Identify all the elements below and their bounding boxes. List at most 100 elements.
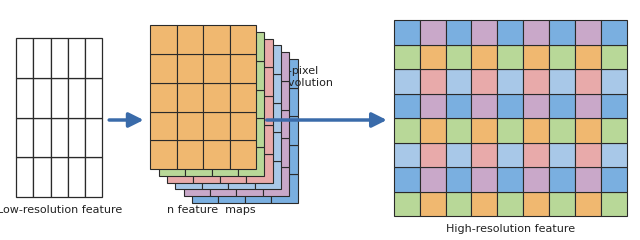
Bar bbox=[394, 69, 420, 94]
Bar bbox=[420, 192, 445, 216]
Bar bbox=[175, 74, 202, 103]
Bar bbox=[244, 116, 271, 145]
Bar bbox=[575, 143, 601, 167]
Bar bbox=[16, 118, 33, 157]
Bar bbox=[255, 161, 281, 189]
Bar bbox=[445, 20, 472, 45]
Bar bbox=[177, 25, 204, 54]
Bar bbox=[159, 147, 185, 176]
Bar bbox=[472, 118, 497, 143]
Bar bbox=[524, 45, 549, 69]
Bar bbox=[228, 161, 255, 189]
Bar bbox=[230, 54, 256, 83]
Bar bbox=[238, 147, 264, 176]
Bar bbox=[472, 143, 497, 167]
Bar bbox=[271, 88, 298, 116]
Bar bbox=[601, 69, 627, 94]
Bar bbox=[497, 118, 524, 143]
Bar bbox=[524, 167, 549, 192]
Bar bbox=[237, 81, 263, 110]
Bar bbox=[51, 118, 68, 157]
Bar bbox=[601, 20, 627, 45]
Bar bbox=[497, 167, 524, 192]
Bar bbox=[167, 154, 193, 183]
Bar bbox=[238, 90, 264, 118]
Bar bbox=[255, 74, 281, 103]
Bar bbox=[575, 69, 601, 94]
Bar bbox=[192, 145, 218, 174]
Bar bbox=[184, 110, 210, 138]
Bar bbox=[420, 20, 445, 45]
Bar bbox=[202, 74, 228, 103]
Bar bbox=[204, 140, 230, 169]
Bar bbox=[175, 161, 202, 189]
Bar bbox=[167, 125, 193, 154]
Bar bbox=[51, 78, 68, 118]
Bar bbox=[33, 157, 51, 197]
Bar bbox=[177, 83, 204, 112]
Bar bbox=[238, 32, 264, 61]
Bar bbox=[177, 140, 204, 169]
Bar bbox=[549, 69, 575, 94]
Bar bbox=[237, 52, 263, 81]
Bar bbox=[185, 32, 211, 61]
Bar bbox=[211, 32, 238, 61]
Bar bbox=[238, 61, 264, 90]
Bar bbox=[210, 138, 237, 167]
Bar bbox=[51, 157, 68, 197]
Bar bbox=[202, 45, 228, 74]
Bar bbox=[255, 45, 281, 74]
Bar bbox=[220, 154, 246, 183]
Bar bbox=[497, 69, 524, 94]
Bar bbox=[228, 132, 255, 161]
Bar bbox=[159, 61, 185, 90]
Bar bbox=[228, 103, 255, 132]
Bar bbox=[575, 167, 601, 192]
Bar bbox=[230, 140, 256, 169]
Bar bbox=[472, 192, 497, 216]
Bar bbox=[218, 116, 244, 145]
Bar bbox=[193, 125, 220, 154]
Bar bbox=[85, 157, 102, 197]
Bar bbox=[51, 38, 68, 78]
Bar bbox=[420, 45, 445, 69]
Bar bbox=[185, 118, 211, 147]
Bar bbox=[524, 118, 549, 143]
Bar bbox=[220, 125, 246, 154]
Bar bbox=[150, 25, 177, 54]
Bar bbox=[167, 39, 193, 67]
Bar bbox=[210, 81, 237, 110]
Bar bbox=[549, 94, 575, 118]
Bar bbox=[575, 20, 601, 45]
Bar bbox=[601, 143, 627, 167]
Bar bbox=[549, 143, 575, 167]
Bar bbox=[420, 118, 445, 143]
Bar bbox=[33, 38, 51, 78]
Bar bbox=[394, 118, 420, 143]
Bar bbox=[237, 110, 263, 138]
Bar bbox=[185, 147, 211, 176]
Bar bbox=[228, 74, 255, 103]
Bar bbox=[263, 81, 289, 110]
Bar bbox=[33, 78, 51, 118]
Bar bbox=[192, 59, 218, 88]
Bar bbox=[193, 67, 220, 96]
Bar bbox=[230, 83, 256, 112]
Bar bbox=[244, 174, 271, 203]
Bar bbox=[244, 59, 271, 88]
Bar bbox=[445, 167, 472, 192]
Bar bbox=[150, 54, 177, 83]
Bar bbox=[497, 20, 524, 45]
Bar bbox=[192, 116, 218, 145]
Bar bbox=[159, 90, 185, 118]
Bar bbox=[524, 94, 549, 118]
Bar bbox=[204, 83, 230, 112]
Bar bbox=[193, 39, 220, 67]
Text: n feature  maps: n feature maps bbox=[167, 205, 256, 215]
Bar bbox=[220, 39, 246, 67]
Bar bbox=[202, 132, 228, 161]
Bar bbox=[263, 167, 289, 196]
Bar bbox=[394, 143, 420, 167]
Bar bbox=[237, 138, 263, 167]
Bar bbox=[575, 94, 601, 118]
